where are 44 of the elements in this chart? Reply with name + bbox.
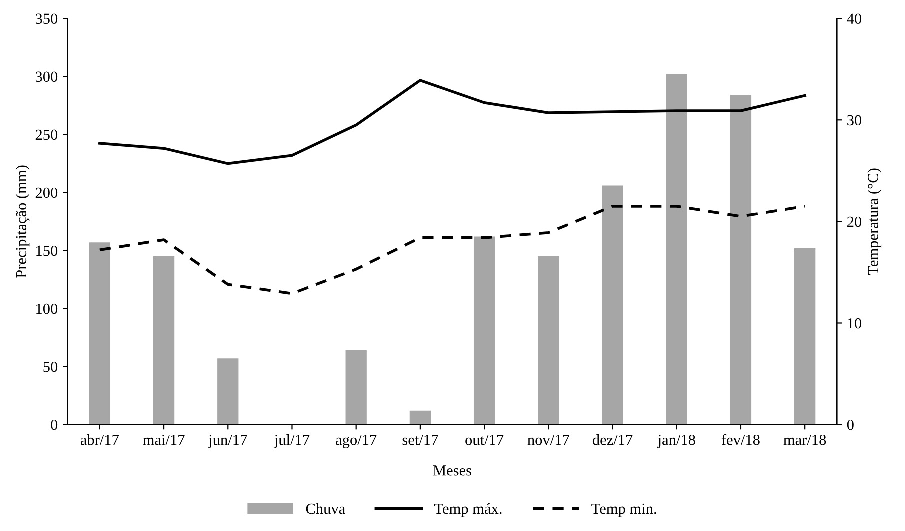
y-tick-label: 300 (36, 72, 58, 82)
y-tick-label: 200 (36, 188, 58, 198)
bar (666, 74, 688, 425)
legend-label: Temp min. (592, 504, 656, 518)
bar (410, 410, 432, 425)
y-tick-label: 150 (36, 246, 58, 256)
legend-label: Chuva (306, 503, 346, 514)
y2-tick-label: 20 (848, 216, 862, 228)
y2-tick-label: 40 (847, 14, 862, 24)
y-tick-label: 50 (44, 362, 58, 372)
line-series (98, 205, 806, 296)
bar (89, 242, 111, 425)
x-tick-label: out/17 (466, 435, 504, 446)
x-tick-label: nov/17 (528, 435, 570, 446)
y2-tick-label: 30 (848, 115, 862, 126)
y-axis-title: Precipitação (mm) (16, 166, 30, 278)
x-tick-label: jan/18 (657, 434, 696, 448)
x-tick-label: dez/17 (592, 434, 633, 446)
x-tick-label: mar/18 (784, 434, 826, 446)
y-tick-label: 0 (51, 420, 58, 430)
legend-label: Temp máx. (434, 503, 502, 518)
bar (346, 350, 367, 425)
bar (794, 248, 816, 425)
y-tick-label: 350 (36, 14, 58, 24)
x-tick-label: ago/17 (336, 434, 377, 448)
bar (474, 236, 496, 425)
bar (538, 256, 560, 425)
x-tick-label: mai/17 (143, 435, 185, 446)
bar (153, 256, 175, 425)
bar (730, 95, 752, 425)
y2-tick-label: 10 (848, 318, 862, 329)
y-tick-label: 100 (36, 304, 58, 314)
bar (218, 358, 239, 425)
x-tick-label: abr/17 (80, 434, 120, 446)
x-tick-label: jun/17 (208, 435, 248, 448)
y-tick-label: 250 (36, 130, 58, 140)
x-tick-label: jul/17 (274, 434, 310, 448)
x-axis-title: Meses (433, 466, 472, 476)
line-series (98, 79, 806, 166)
bar (602, 186, 624, 425)
x-tick-label: set/17 (402, 435, 438, 446)
x-tick-label: fev/18 (722, 434, 760, 446)
y2-tick-label: 0 (847, 420, 854, 430)
y2-axis-title: Temperatura (°C) (868, 168, 882, 276)
